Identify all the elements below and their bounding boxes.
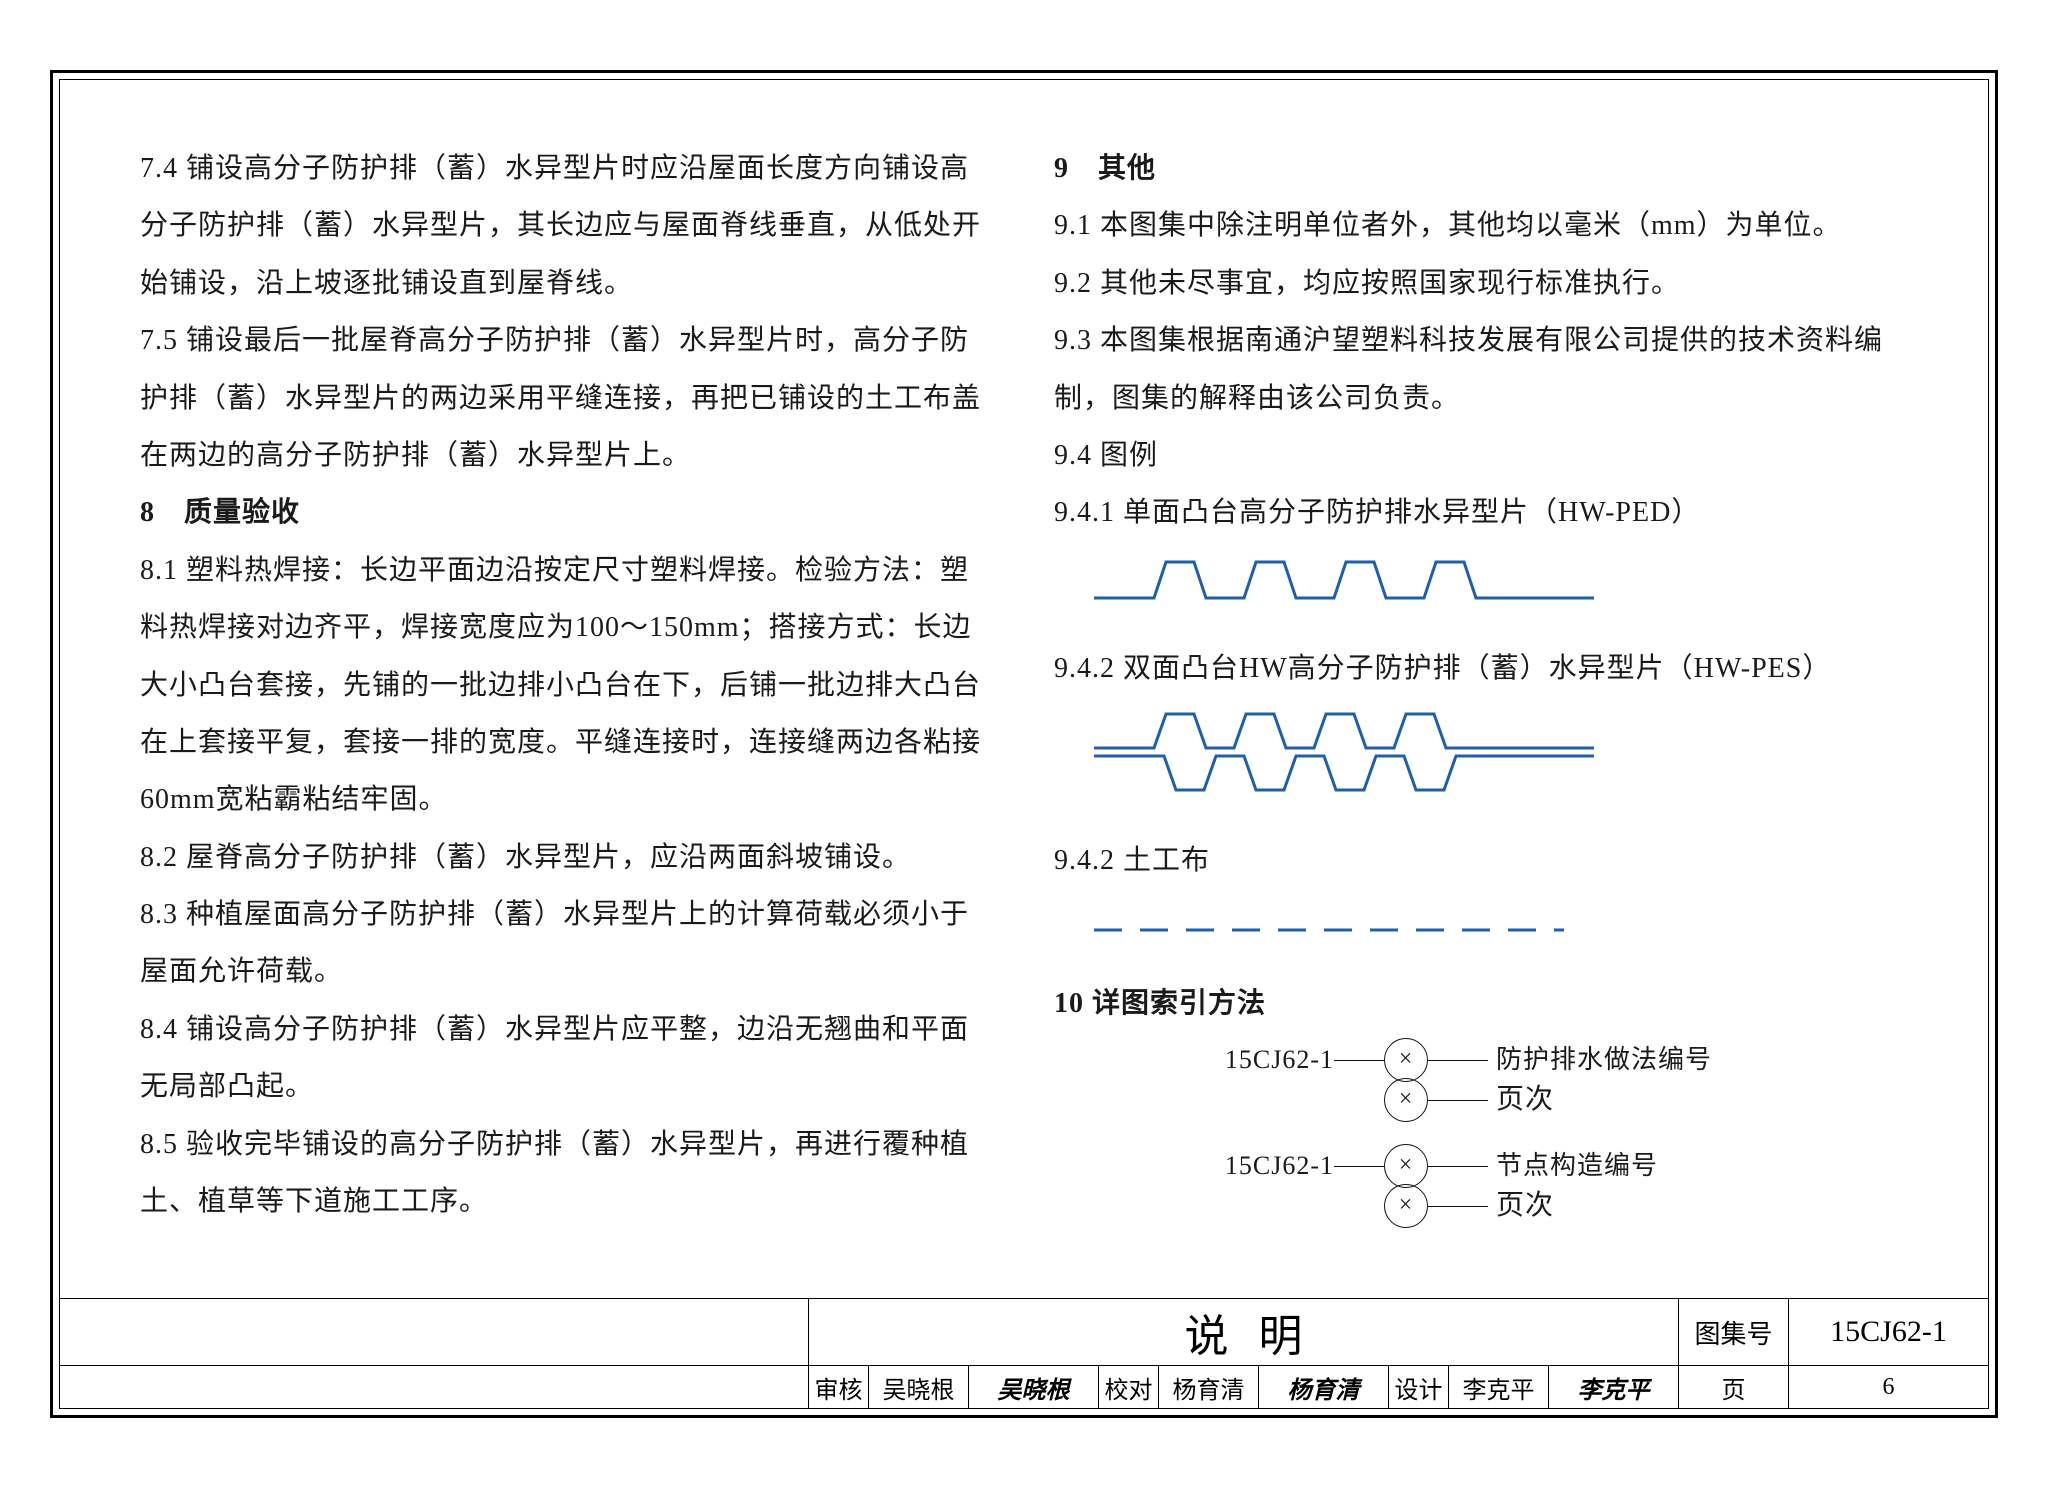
para-8-4: 8.4 铺设高分子防护排（蓄）水异型片应平整，边沿无翘曲和平面无局部凸起。 <box>140 1001 994 1116</box>
index-method-2: 15CJ62-1 × 节点构造编号 × 页次 <box>1054 1130 1928 1236</box>
para-9-3: 9.3 本图集根据南通沪望塑料科技发展有限公司提供的技术资料编制，图集的解释由该… <box>1054 312 1928 427</box>
legend-geotextile <box>1054 889 1928 974</box>
para-7-4: 7.4 铺设高分子防护排（蓄）水异型片时应沿屋面长度方向铺设高分子防护排（蓄）水… <box>140 140 994 312</box>
index-circle-icon: × <box>1384 1184 1428 1228</box>
index-dash <box>1428 1166 1488 1167</box>
tb-check-sign: 杨育清 <box>1258 1366 1388 1408</box>
tb-page-number: 6 <box>1788 1366 1988 1408</box>
right-column: 9 其他 9.1 本图集中除注明单位者外，其他均以毫米（mm）为单位。 9.2 … <box>1034 140 1928 1278</box>
heading-10: 10 详图索引方法 <box>1054 975 1928 1032</box>
dash-line-icon <box>1094 924 1594 936</box>
para-9-4-3: 9.4.2 土工布 <box>1054 832 1928 889</box>
para-8-2: 8.2 屋脊高分子防护排（蓄）水异型片，应沿两面斜坡铺设。 <box>140 829 994 886</box>
title-block: 说明 图集号 15CJ62-1 审核 吴晓根 吴晓根 校对 杨育清 杨育清 设计… <box>60 1298 1988 1408</box>
index-2-code: 15CJ62-1 <box>1174 1139 1334 1192</box>
index-1-label-bot: 页次 <box>1488 1071 1554 1128</box>
para-9-4: 9.4 图例 <box>1054 427 1928 484</box>
index-circle-icon: × <box>1384 1078 1428 1122</box>
index-line <box>1334 1166 1384 1167</box>
double-wave-icon <box>1094 706 1594 798</box>
tb-audit-sign: 吴晓根 <box>968 1366 1098 1408</box>
title-block-top: 说明 图集号 15CJ62-1 <box>60 1299 1988 1365</box>
double-wave-top <box>1094 714 1594 748</box>
code-label: 图集号 <box>1678 1299 1788 1365</box>
single-wave-path <box>1094 562 1594 598</box>
tb-design-sign: 李克平 <box>1548 1366 1678 1408</box>
drawing-title: 说明 <box>808 1299 1678 1365</box>
para-8-1: 8.1 塑料热焊接：长边平面边沿按定尺寸塑料焊接。检验方法：塑料热焊接对边齐平，… <box>140 542 994 829</box>
legend-single-wave <box>1054 542 1928 640</box>
tb-audit-name: 吴晓根 <box>868 1366 968 1408</box>
para-8-5: 8.5 验收完毕铺设的高分子防护排（蓄）水异型片，再进行覆种植土、植草等下道施工… <box>140 1116 994 1231</box>
tb-audit-label: 审核 <box>808 1366 868 1408</box>
para-9-2: 9.2 其他未尽事宜，均应按照国家现行标准执行。 <box>1054 255 1928 312</box>
legend-double-wave <box>1054 698 1928 832</box>
tb-check-name: 杨育清 <box>1158 1366 1258 1408</box>
left-column: 7.4 铺设高分子防护排（蓄）水异型片时应沿屋面长度方向铺设高分子防护排（蓄）水… <box>140 140 1034 1278</box>
code-value: 15CJ62-1 <box>1788 1299 1988 1365</box>
heading-9: 9 其他 <box>1054 140 1928 197</box>
content-area: 7.4 铺设高分子防护排（蓄）水异型片时应沿屋面长度方向铺设高分子防护排（蓄）水… <box>60 80 1988 1298</box>
para-9-4-1: 9.4.1 单面凸台高分子防护排水异型片（HW-PED） <box>1054 484 1928 541</box>
heading-8: 8 质量验收 <box>140 484 994 541</box>
tb-spacer <box>60 1299 808 1365</box>
index-dash <box>1428 1206 1488 1207</box>
index-2-label-bot: 页次 <box>1488 1177 1554 1234</box>
tb-design-label: 设计 <box>1388 1366 1448 1408</box>
tb-design-name: 李克平 <box>1448 1366 1548 1408</box>
para-9-4-2: 9.4.2 双面凸台HW高分子防护排（蓄）水异型片（HW-PES） <box>1054 640 1928 697</box>
title-block-bottom: 审核 吴晓根 吴晓根 校对 杨育清 杨育清 设计 李克平 李克平 页 6 <box>60 1365 1988 1408</box>
single-wave-icon <box>1094 550 1594 606</box>
para-9-1: 9.1 本图集中除注明单位者外，其他均以毫米（mm）为单位。 <box>1054 197 1928 254</box>
index-line <box>1334 1060 1384 1061</box>
para-7-5: 7.5 铺设最后一批屋脊高分子防护排（蓄）水异型片时，高分子防护排（蓄）水异型片… <box>140 312 994 484</box>
index-method-1: 15CJ62-1 × 防护排水做法编号 × 页次 <box>1054 1032 1928 1130</box>
tb-page-label: 页 <box>1678 1366 1788 1408</box>
index-dash <box>1428 1100 1488 1101</box>
index-1-code: 15CJ62-1 <box>1174 1033 1334 1086</box>
sheet-inner: 7.4 铺设高分子防护排（蓄）水异型片时应沿屋面长度方向铺设高分子防护排（蓄）水… <box>59 79 1989 1409</box>
double-wave-bot <box>1094 756 1594 790</box>
para-8-3: 8.3 种植屋面高分子防护排（蓄）水异型片上的计算荷载必须小于屋面允许荷载。 <box>140 886 994 1001</box>
tb-check-label: 校对 <box>1098 1366 1158 1408</box>
sheet-outer: 7.4 铺设高分子防护排（蓄）水异型片时应沿屋面长度方向铺设高分子防护排（蓄）水… <box>50 70 1998 1418</box>
index-dash <box>1428 1060 1488 1061</box>
